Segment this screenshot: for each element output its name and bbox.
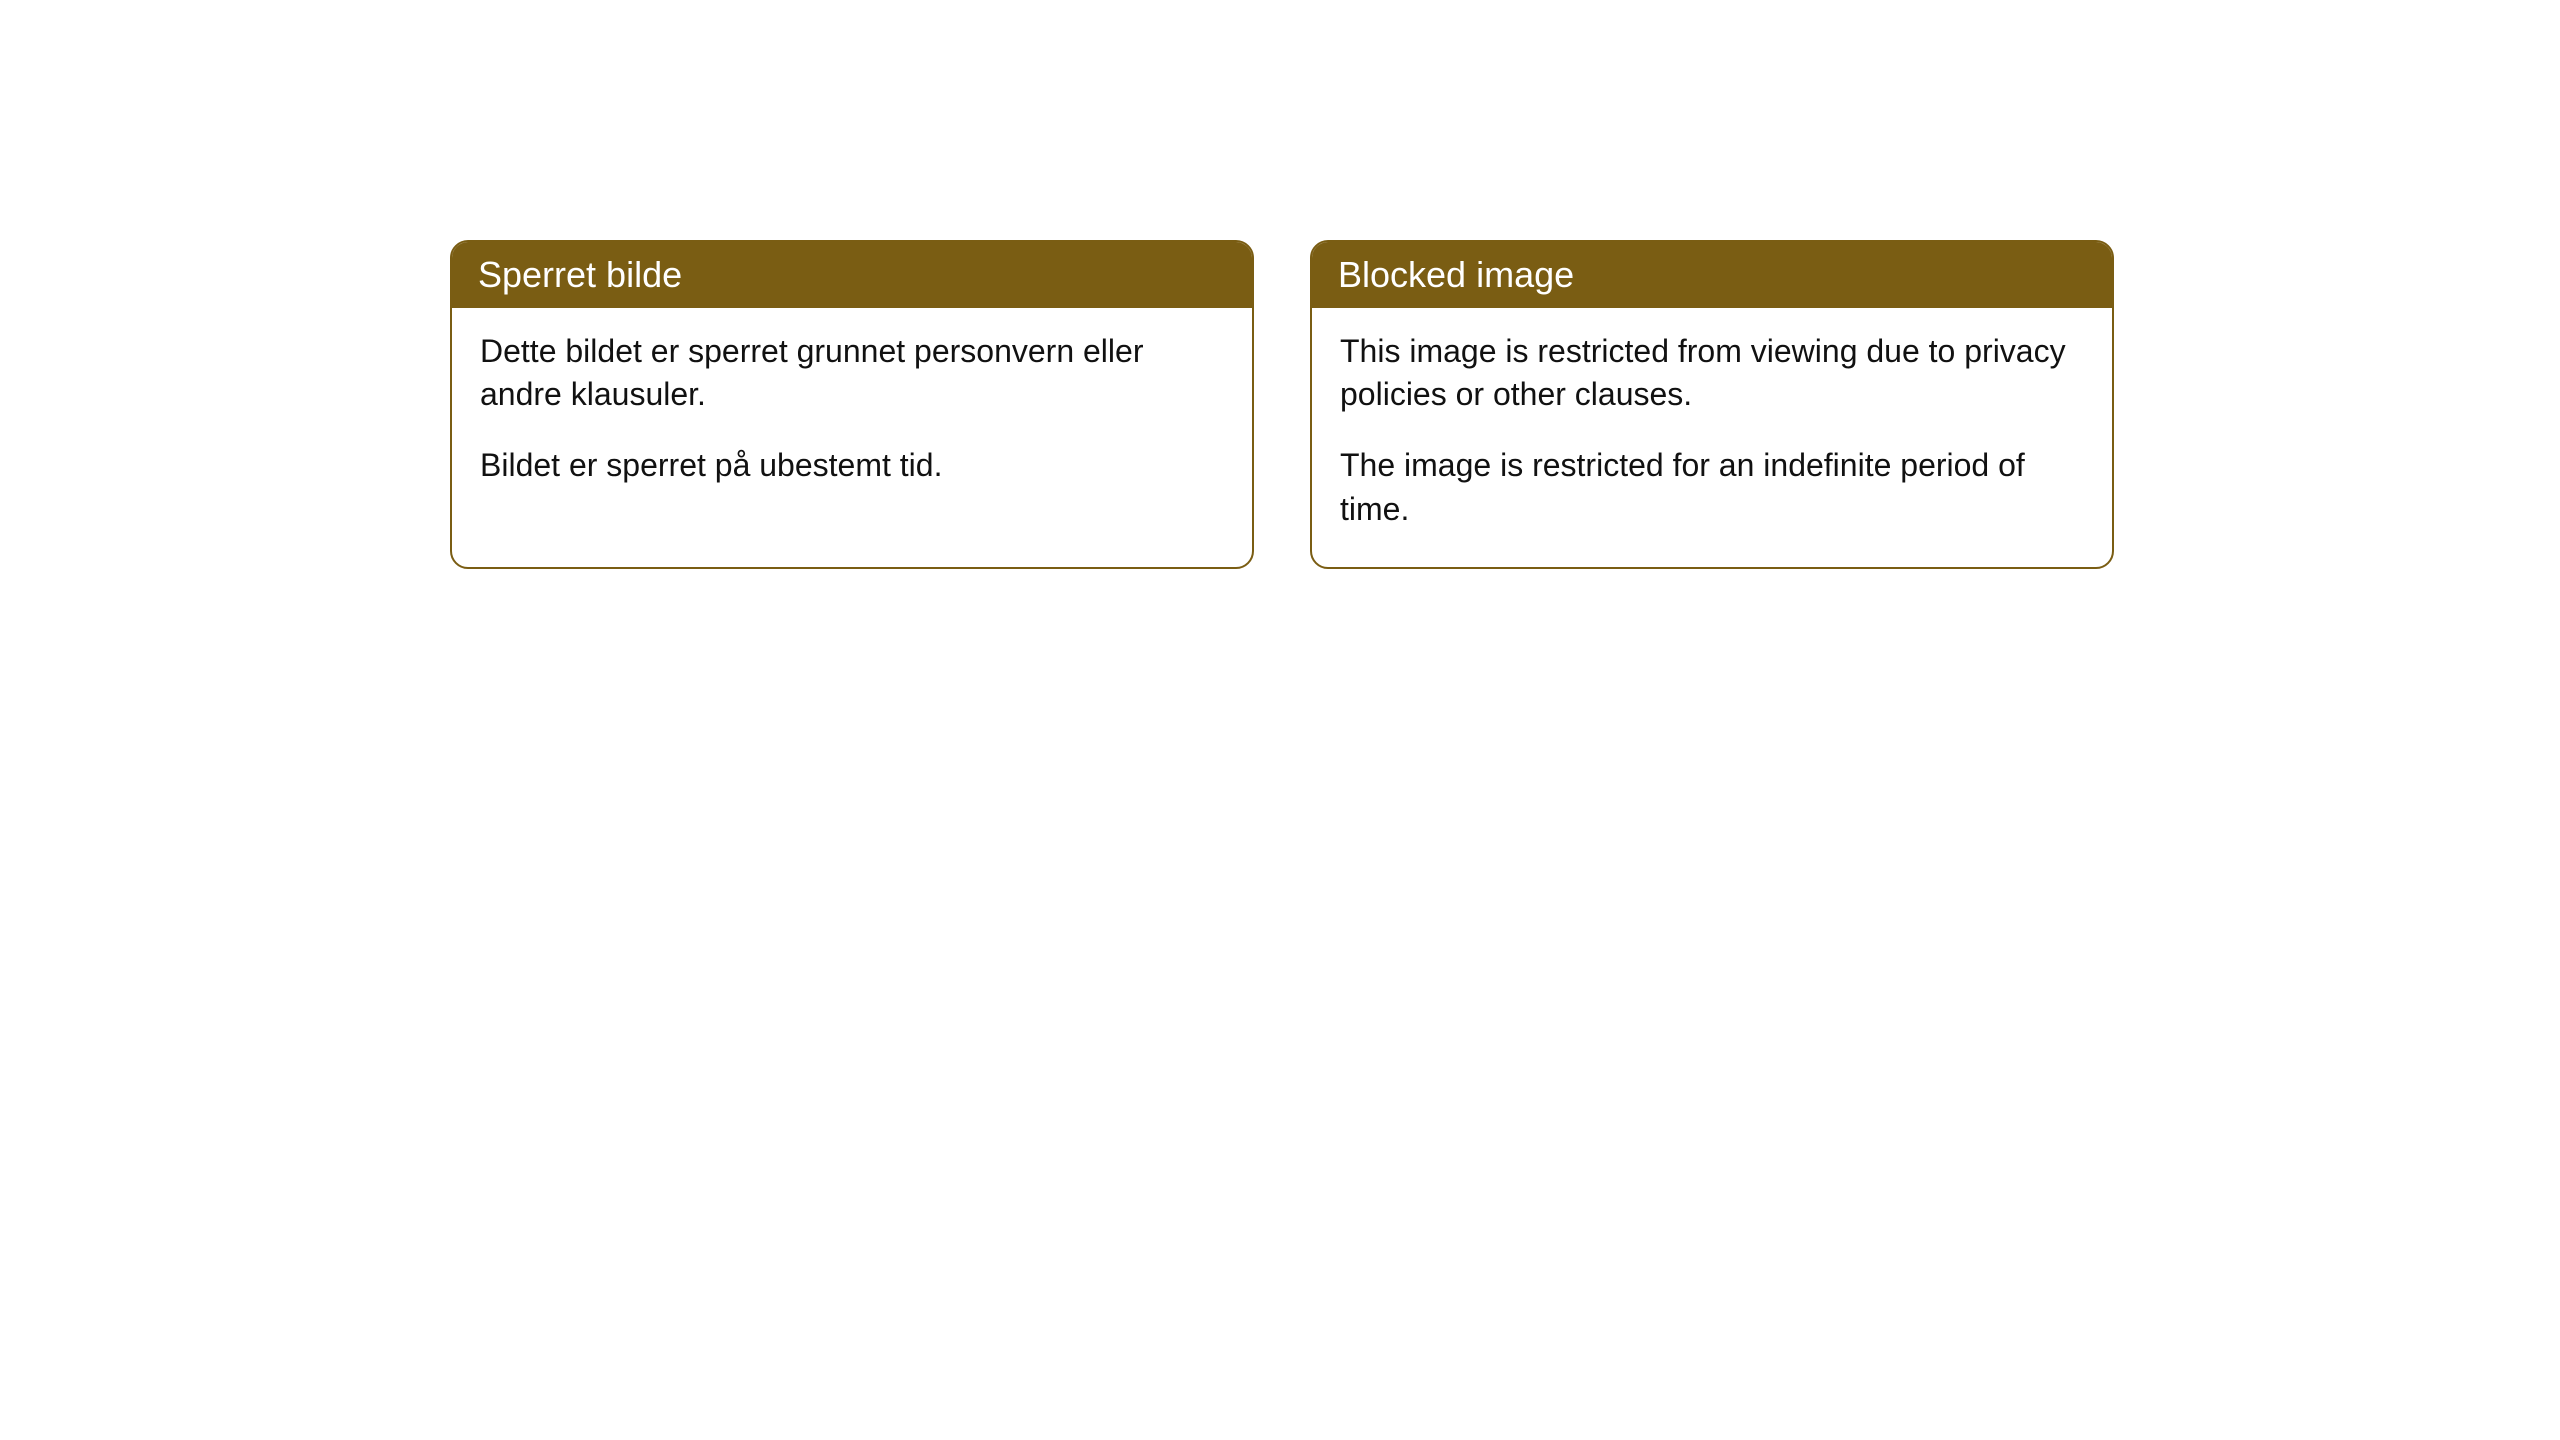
notice-paragraph-2-english: The image is restricted for an indefinit… [1340, 444, 2084, 530]
notice-body-norwegian: Dette bildet er sperret grunnet personve… [452, 308, 1252, 524]
notice-paragraph-1-english: This image is restricted from viewing du… [1340, 330, 2084, 416]
notice-paragraph-2-norwegian: Bildet er sperret på ubestemt tid. [480, 444, 1224, 487]
notice-paragraph-1-norwegian: Dette bildet er sperret grunnet personve… [480, 330, 1224, 416]
notice-card-english: Blocked image This image is restricted f… [1310, 240, 2114, 569]
notice-card-norwegian: Sperret bilde Dette bildet er sperret gr… [450, 240, 1254, 569]
notice-title-norwegian: Sperret bilde [452, 242, 1252, 308]
notice-container: Sperret bilde Dette bildet er sperret gr… [450, 240, 2114, 569]
notice-title-english: Blocked image [1312, 242, 2112, 308]
notice-body-english: This image is restricted from viewing du… [1312, 308, 2112, 567]
